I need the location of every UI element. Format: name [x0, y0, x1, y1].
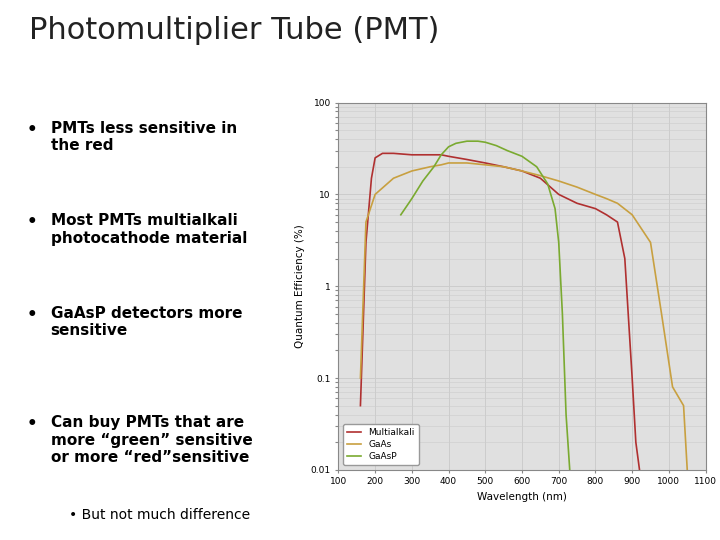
Multialkali [356, 402, 365, 409]
GaAs [683, 467, 691, 473]
Multialkali [631, 439, 640, 446]
GaAs [356, 375, 365, 381]
Multialkali [426, 152, 434, 158]
GaAs [518, 168, 526, 174]
Text: •: • [27, 120, 37, 139]
X-axis label: Wavelength (nm): Wavelength (nm) [477, 492, 567, 502]
Multialkali [621, 255, 629, 262]
GaAsP [481, 139, 490, 145]
GaAsP [544, 181, 552, 187]
Multialkali [367, 175, 376, 181]
Multialkali [462, 156, 471, 163]
Multialkali [602, 212, 611, 218]
Multialkali [481, 160, 490, 166]
GaAsP [408, 195, 416, 202]
Line: GaAsP: GaAsP [401, 141, 570, 470]
GaAsP [503, 147, 512, 154]
Line: GaAs: GaAs [361, 163, 687, 470]
GaAs [572, 184, 581, 191]
GaAs [668, 383, 677, 390]
Text: • But not much difference: • But not much difference [69, 508, 250, 522]
Multialkali [628, 375, 636, 381]
GaAsP [430, 164, 438, 170]
Multialkali [536, 175, 544, 181]
Text: •: • [27, 306, 37, 324]
Multialkali [572, 200, 581, 206]
GaAsP [418, 178, 427, 184]
Text: Most PMTs multialkali
photocathode material: Most PMTs multialkali photocathode mater… [50, 213, 247, 246]
GaAsP [444, 144, 453, 150]
GaAs [679, 402, 688, 409]
GaAsP [474, 138, 482, 144]
Legend: Multialkali, GaAs, GaAsP: Multialkali, GaAs, GaAsP [343, 424, 419, 465]
GaAs [462, 160, 471, 166]
GaAs [602, 195, 611, 202]
GaAs [361, 219, 370, 225]
GaAsP [437, 152, 446, 158]
Multialkali [500, 164, 508, 170]
GaAs [426, 164, 434, 170]
Multialkali [437, 152, 446, 158]
GaAs [371, 191, 379, 198]
GaAs [591, 191, 600, 198]
GaAs [500, 164, 508, 170]
Y-axis label: Quantum Efficiency (%): Quantum Efficiency (%) [295, 224, 305, 348]
Text: •: • [27, 415, 37, 434]
GaAsP [532, 164, 541, 170]
Multialkali [361, 239, 370, 246]
Multialkali [444, 153, 453, 159]
Multialkali [591, 205, 600, 212]
Line: Multialkali: Multialkali [361, 153, 639, 470]
GaAs [536, 172, 544, 179]
GaAs [408, 168, 416, 174]
GaAsP [518, 153, 526, 159]
GaAs [554, 178, 563, 184]
Multialkali [389, 150, 397, 157]
GaAsP [451, 140, 460, 146]
Text: PMTs less sensitive in
the red: PMTs less sensitive in the red [50, 120, 237, 153]
Multialkali [613, 219, 622, 225]
GaAsP [492, 143, 500, 149]
Multialkali [371, 154, 379, 161]
GaAsP [554, 239, 563, 246]
GaAsP [558, 310, 567, 317]
GaAs [647, 239, 655, 246]
Multialkali [635, 467, 644, 473]
Text: Photomultiplier Tube (PMT): Photomultiplier Tube (PMT) [29, 16, 439, 45]
GaAsP [551, 205, 559, 212]
GaAs [481, 161, 490, 168]
Multialkali [518, 168, 526, 174]
GaAsP [562, 411, 570, 418]
GaAsP [565, 467, 574, 473]
GaAsP [462, 138, 471, 144]
GaAs [628, 212, 636, 218]
Multialkali [554, 191, 563, 198]
GaAs [437, 161, 446, 168]
Text: GaAsP detectors more
sensitive: GaAsP detectors more sensitive [50, 306, 242, 339]
Text: •: • [27, 213, 37, 231]
GaAs [613, 200, 622, 206]
GaAs [657, 310, 666, 317]
Text: Can buy PMTs that are
more “green” sensitive
or more “red”sensitive: Can buy PMTs that are more “green” sensi… [50, 415, 253, 465]
GaAsP [397, 212, 405, 218]
Multialkali [378, 150, 387, 157]
GaAs [389, 175, 397, 181]
Multialkali [408, 152, 416, 158]
GaAs [444, 160, 453, 166]
